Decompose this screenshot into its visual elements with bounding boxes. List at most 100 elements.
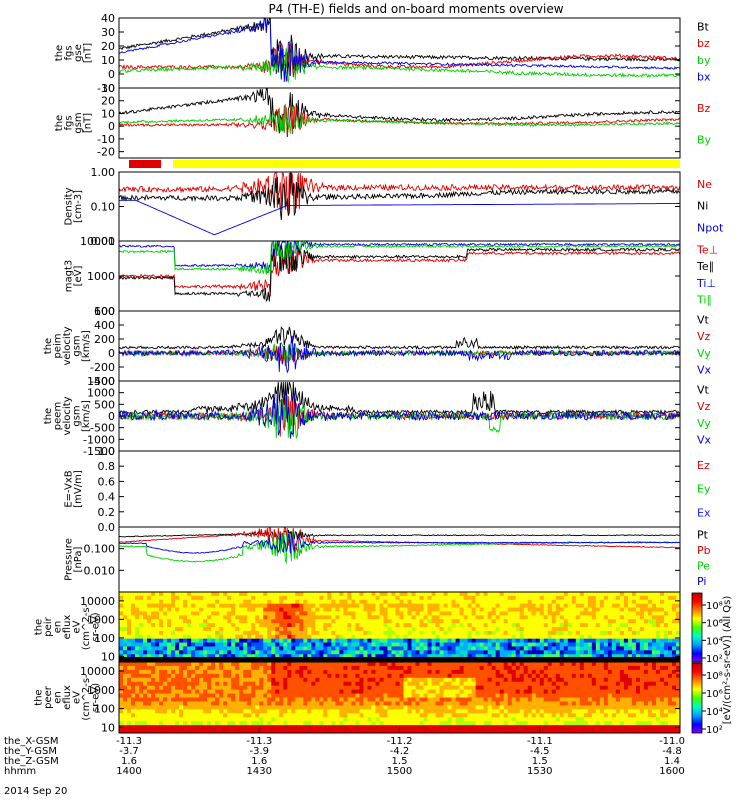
spectrogram-cell bbox=[191, 685, 196, 691]
spectrogram-cell bbox=[491, 615, 497, 620]
spectrogram-cell bbox=[507, 681, 513, 687]
spectrogram-cell bbox=[427, 638, 432, 643]
spectrogram-cell bbox=[667, 623, 673, 628]
spectrogram-cell bbox=[239, 713, 244, 718]
spectrogram-cell bbox=[459, 607, 465, 612]
spectrogram-cell bbox=[175, 725, 180, 730]
spectrogram-cell bbox=[311, 713, 316, 718]
spectrogram-cell bbox=[215, 607, 220, 612]
spectrogram-cell bbox=[267, 592, 272, 597]
figure-title: P4 (TH-E) fields and on-board moments ov… bbox=[268, 2, 563, 16]
spectrogram-cell bbox=[479, 646, 485, 651]
spectrogram-cell bbox=[591, 603, 597, 608]
spectrogram-cell bbox=[431, 603, 436, 608]
spectrogram-cell bbox=[551, 713, 557, 718]
spectrogram-cell bbox=[355, 662, 360, 667]
spectrogram-cell bbox=[675, 615, 681, 620]
spectrogram-cell bbox=[179, 595, 184, 601]
spectrogram-cell bbox=[587, 627, 593, 632]
spectrogram-cell bbox=[603, 689, 609, 694]
spectrogram-cell bbox=[451, 677, 456, 683]
spectrogram-cell bbox=[287, 717, 292, 722]
spectrogram-cell bbox=[423, 665, 428, 671]
spectrogram-cell bbox=[587, 642, 593, 647]
spectrogram-cell bbox=[303, 705, 308, 710]
spectrogram-cell bbox=[283, 665, 288, 671]
spectrogram-cell bbox=[123, 713, 128, 718]
spectrogram-cell bbox=[331, 673, 336, 679]
spectrogram-cell bbox=[303, 673, 308, 679]
spectrogram-cell bbox=[675, 650, 681, 655]
spectrogram-cell bbox=[163, 697, 168, 702]
spectrogram-cell bbox=[359, 709, 364, 714]
spectrogram-cell bbox=[423, 713, 428, 718]
spectrogram-cell bbox=[527, 705, 533, 710]
spectrogram-cell bbox=[547, 725, 553, 730]
spectrogram-cell bbox=[139, 689, 144, 694]
spectrogram-cell bbox=[587, 725, 593, 730]
spectrogram-cell bbox=[483, 627, 489, 632]
spectrogram-cell bbox=[575, 729, 581, 734]
spectrogram-cell bbox=[531, 646, 537, 651]
spectrogram-cell bbox=[311, 681, 316, 687]
spectrogram-cell bbox=[299, 607, 304, 612]
spectrogram-cell bbox=[159, 725, 164, 730]
spectrogram-cell bbox=[183, 615, 188, 620]
spectrogram-cell bbox=[299, 603, 304, 608]
spectrogram-cell bbox=[327, 713, 332, 718]
spectrogram-cell bbox=[319, 729, 324, 734]
spectrogram-cell bbox=[339, 721, 344, 726]
spectrogram-cell bbox=[327, 623, 332, 628]
spectrogram-cell bbox=[187, 669, 192, 675]
spectrogram-cell bbox=[143, 701, 148, 706]
spectrogram-cell bbox=[639, 642, 645, 647]
y-tick-label: 0.2 bbox=[98, 506, 116, 519]
spectrogram-cell bbox=[507, 595, 513, 601]
spectrogram-cell bbox=[391, 592, 396, 597]
spectrogram-cell bbox=[583, 673, 589, 679]
spectrogram-cell bbox=[431, 592, 436, 597]
spectrogram-cell bbox=[243, 677, 248, 683]
spectrogram-cell bbox=[223, 650, 228, 655]
spectrogram-cell bbox=[579, 654, 585, 659]
spectrogram-cell bbox=[535, 623, 541, 628]
spectrogram-cell bbox=[447, 673, 452, 679]
spectrogram-cell bbox=[567, 634, 573, 640]
spectrogram-cell bbox=[595, 592, 601, 597]
spectrogram-cell bbox=[599, 662, 605, 667]
spectrogram-cell bbox=[275, 611, 280, 616]
spectrogram-cell bbox=[407, 595, 412, 601]
spectrogram-cell bbox=[275, 630, 280, 636]
spectrogram-cell bbox=[607, 669, 613, 675]
spectrogram-cell bbox=[375, 662, 380, 667]
spectrogram-cell bbox=[531, 721, 537, 726]
spectrogram-cell bbox=[655, 642, 661, 647]
spectrogram-cell bbox=[567, 623, 573, 628]
spectrogram-cell bbox=[183, 592, 188, 597]
spectrogram-cell bbox=[579, 603, 585, 608]
spectrogram-cell bbox=[491, 599, 497, 605]
spectrogram-cell bbox=[147, 615, 152, 620]
spectrogram-cell bbox=[219, 619, 224, 624]
spectrogram-cell bbox=[447, 669, 452, 675]
mode-bar-yellow bbox=[173, 160, 680, 168]
spectrogram-cell bbox=[535, 654, 541, 659]
spectrogram-cell bbox=[367, 697, 372, 702]
spectrogram-cell bbox=[547, 611, 553, 616]
spectrogram-cell bbox=[387, 717, 392, 722]
spectrogram-cell bbox=[391, 634, 396, 640]
spectrogram-cell bbox=[403, 599, 408, 605]
spectrogram-cell bbox=[247, 713, 252, 718]
spectrogram-cell bbox=[363, 615, 368, 620]
spectrogram-cell bbox=[147, 705, 152, 710]
spectrogram-cell bbox=[171, 654, 176, 659]
spectrogram-cell bbox=[455, 619, 461, 624]
spectrogram-cell bbox=[459, 689, 465, 694]
spectrogram-cell bbox=[603, 662, 609, 667]
spectrogram-cell bbox=[299, 630, 304, 636]
spectrogram-cell bbox=[155, 627, 160, 632]
spectrogram-cell bbox=[275, 685, 280, 691]
spectrogram-cell bbox=[307, 697, 312, 702]
spectrogram-cell bbox=[615, 665, 621, 671]
spectrogram-cell bbox=[523, 685, 529, 691]
